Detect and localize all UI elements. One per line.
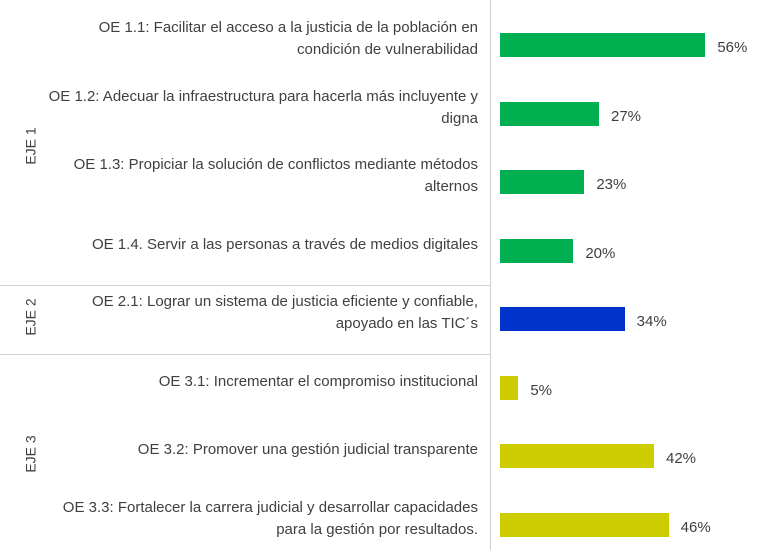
value-label: 23% — [596, 176, 627, 194]
category-label: OE 1.1: Facilitar el acceso a la justici… — [98, 19, 478, 59]
bar — [500, 444, 654, 469]
bar — [500, 307, 625, 332]
group-label: EJE 1 — [22, 127, 39, 165]
bar — [500, 101, 599, 126]
group-label: EJE 2 — [22, 298, 39, 336]
bar — [500, 170, 585, 195]
group-separator — [0, 285, 490, 286]
category-label: OE 2.1: Lograr un sistema de justicia ef… — [91, 293, 478, 333]
bar — [500, 33, 706, 58]
category-label: OE 1.2: Adecuar la infraestructura para … — [48, 87, 478, 127]
value-label: 20% — [585, 244, 616, 262]
value-label: 42% — [666, 450, 697, 468]
value-label: 27% — [611, 107, 642, 125]
category-label: OE 3.1: Incrementar el compromiso instit… — [158, 372, 478, 390]
value-label: 5% — [530, 381, 553, 399]
category-label: OE 3.3: Fortalecer la carrera judicial y… — [62, 498, 478, 538]
bar — [500, 375, 519, 400]
bar — [500, 512, 669, 537]
value-label: 46% — [680, 518, 711, 536]
category-label: OE 3.2: Promover una gestión judicial tr… — [137, 441, 478, 459]
group-separator — [0, 353, 490, 355]
value-label: 34% — [636, 313, 667, 331]
group-label: EJE 3 — [22, 435, 39, 473]
category-label: OE 1.3: Propiciar la solución de conflic… — [73, 156, 478, 196]
value-label: 56% — [717, 39, 748, 57]
axis-line — [490, 0, 491, 550]
bar — [500, 238, 574, 263]
category-label: OE 1.4. Servir a las personas a través d… — [91, 235, 478, 253]
